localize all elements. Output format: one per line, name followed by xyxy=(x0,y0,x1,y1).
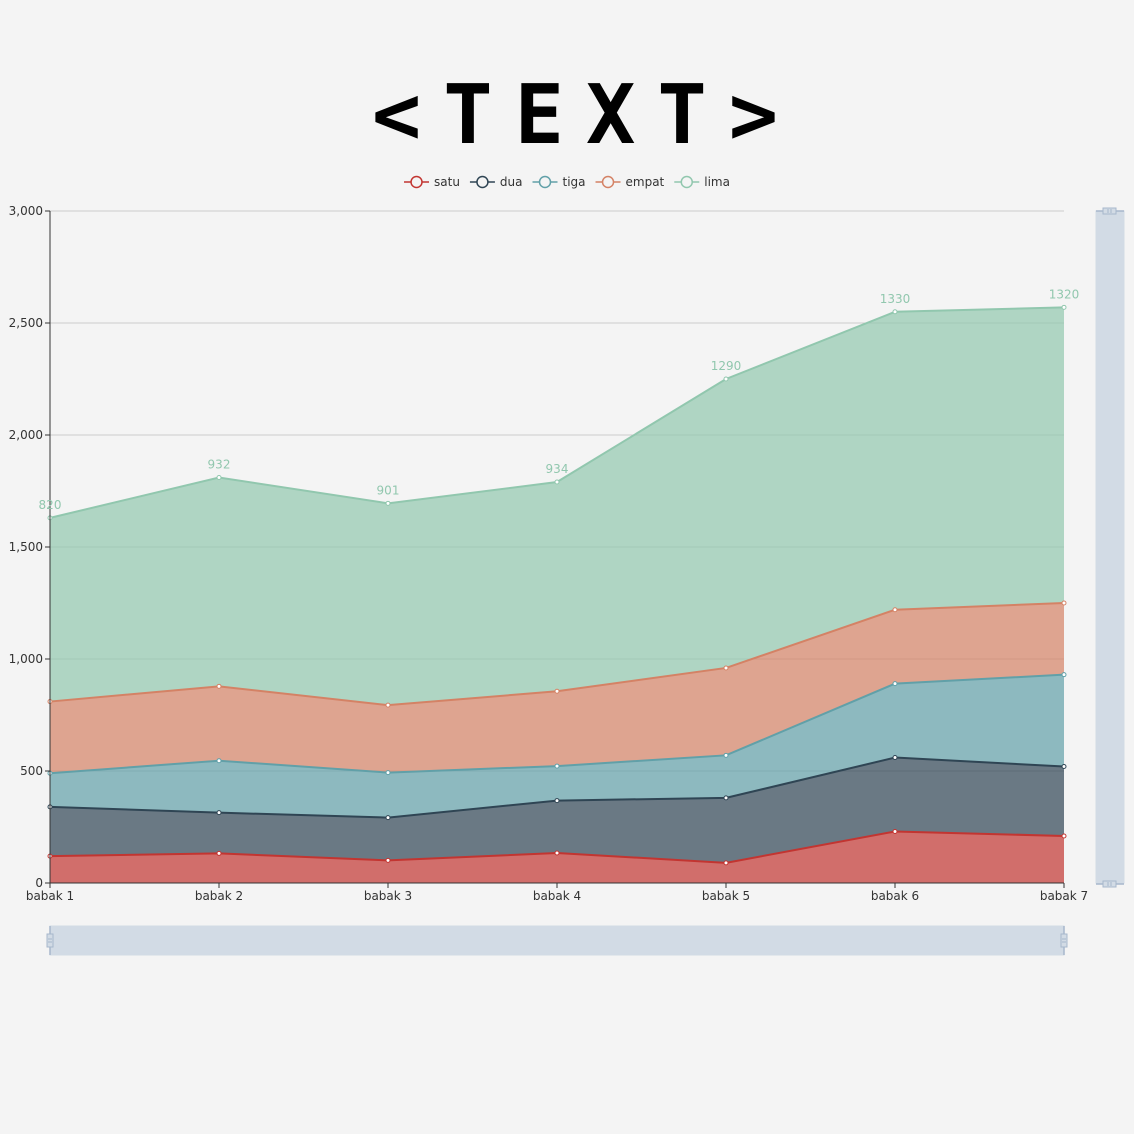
data-label-lima: 932 xyxy=(208,458,231,472)
legend-label: dua xyxy=(500,175,523,189)
legend-marker xyxy=(410,175,423,189)
chart-title: <TEXT> xyxy=(372,68,800,163)
y-tick-label: 2,500 xyxy=(9,316,43,330)
y-tick-label: 0 xyxy=(35,876,43,890)
area-lima xyxy=(50,307,1064,706)
point-lima-6[interactable] xyxy=(892,309,898,315)
legend-marker xyxy=(538,175,552,189)
point-dua-2[interactable] xyxy=(216,810,222,816)
zoom-x-handle-start[interactable] xyxy=(46,933,54,948)
point-empat-6[interactable] xyxy=(892,607,898,613)
zoom-x-handle-end[interactable] xyxy=(1060,933,1068,948)
series-points xyxy=(47,304,1067,866)
zoom-y-handle-bottom[interactable] xyxy=(1102,880,1117,888)
horizontal-data-zoom[interactable] xyxy=(46,925,1068,956)
x-tick-label: babak 6 xyxy=(871,889,919,903)
point-empat-4[interactable] xyxy=(554,688,560,694)
legend-item-satu[interactable]: satu xyxy=(404,175,460,189)
point-lima-2[interactable] xyxy=(216,475,222,481)
y-tick-label: 1,500 xyxy=(9,540,43,554)
point-satu-5[interactable] xyxy=(723,860,729,866)
x-tick-label: babak 1 xyxy=(26,889,74,903)
point-tiga-2[interactable] xyxy=(216,758,222,764)
data-label-lima: 901 xyxy=(377,483,400,497)
legend-item-dua[interactable]: dua xyxy=(469,175,523,189)
data-label-lima: 1330 xyxy=(880,292,911,306)
point-empat-2[interactable] xyxy=(216,683,222,689)
point-lima-4[interactable] xyxy=(554,479,560,485)
data-label-lima: 820 xyxy=(39,498,62,512)
data-label-lima: 934 xyxy=(546,462,569,476)
x-tick-label: babak 2 xyxy=(195,889,243,903)
point-lima-7[interactable] xyxy=(1061,304,1067,310)
y-tick-label: 500 xyxy=(20,764,43,778)
area-empat xyxy=(50,603,1064,774)
legend-marker xyxy=(680,175,694,189)
point-tiga-3[interactable] xyxy=(385,770,391,776)
point-satu-6[interactable] xyxy=(892,828,898,834)
y-tick-label: 1,000 xyxy=(9,652,43,666)
axes: 0 500 1,000 1,500 2,000 2,500 3,000 babak 1 baba… xyxy=(9,204,1089,903)
point-satu-2[interactable] xyxy=(216,850,222,856)
point-satu-3[interactable] xyxy=(385,857,391,863)
point-dua-7[interactable] xyxy=(1061,764,1067,770)
legend: satu dua tiga empat lima xyxy=(404,175,730,189)
point-tiga-7[interactable] xyxy=(1061,672,1067,678)
point-dua-3[interactable] xyxy=(385,815,391,821)
x-tick-label: babak 3 xyxy=(364,889,412,903)
point-empat-3[interactable] xyxy=(385,702,391,708)
data-labels: 820 932 901 934 1290 1330 1320 xyxy=(39,287,1080,512)
legend-marker xyxy=(476,175,489,189)
point-tiga-6[interactable] xyxy=(892,681,898,687)
y-tick-label: 3,000 xyxy=(9,204,43,218)
chart-title-text: <TEXT> xyxy=(372,68,800,163)
legend-label: satu xyxy=(434,175,460,189)
series-areas xyxy=(50,307,1064,883)
area-dua xyxy=(50,757,1064,863)
legend-label: lima xyxy=(704,175,730,189)
x-tick-label: babak 7 xyxy=(1040,889,1088,903)
legend-item-tiga[interactable]: tiga xyxy=(532,175,586,189)
point-dua-4[interactable] xyxy=(554,798,560,804)
zoom-y-track[interactable] xyxy=(1095,210,1125,884)
y-tick-label: 2,000 xyxy=(9,428,43,442)
area-tiga xyxy=(50,674,1064,818)
x-tick-label: babak 4 xyxy=(533,889,581,903)
zoom-x-track[interactable] xyxy=(49,925,1065,956)
legend-label: empat xyxy=(626,175,665,189)
x-tick-label: babak 5 xyxy=(702,889,750,903)
zoom-y-handle-top[interactable] xyxy=(1102,207,1117,215)
vertical-data-zoom[interactable] xyxy=(1095,207,1125,888)
point-satu-4[interactable] xyxy=(554,850,560,856)
legend-item-lima[interactable]: lima xyxy=(674,175,730,189)
point-lima-5[interactable] xyxy=(723,376,729,382)
point-tiga-5[interactable] xyxy=(723,752,729,758)
point-empat-7[interactable] xyxy=(1061,600,1067,606)
data-label-lima: 1320 xyxy=(1049,287,1080,301)
legend-item-empat[interactable]: empat xyxy=(595,175,665,189)
legend-label: tiga xyxy=(563,175,586,189)
area-satu xyxy=(50,831,1064,883)
point-empat-5[interactable] xyxy=(723,665,729,671)
point-dua-6[interactable] xyxy=(892,755,898,761)
point-lima-3[interactable] xyxy=(385,500,391,506)
legend-marker xyxy=(601,175,615,189)
point-dua-5[interactable] xyxy=(723,795,729,801)
point-satu-7[interactable] xyxy=(1061,833,1067,839)
data-label-lima: 1290 xyxy=(711,359,742,373)
point-tiga-4[interactable] xyxy=(554,763,560,769)
